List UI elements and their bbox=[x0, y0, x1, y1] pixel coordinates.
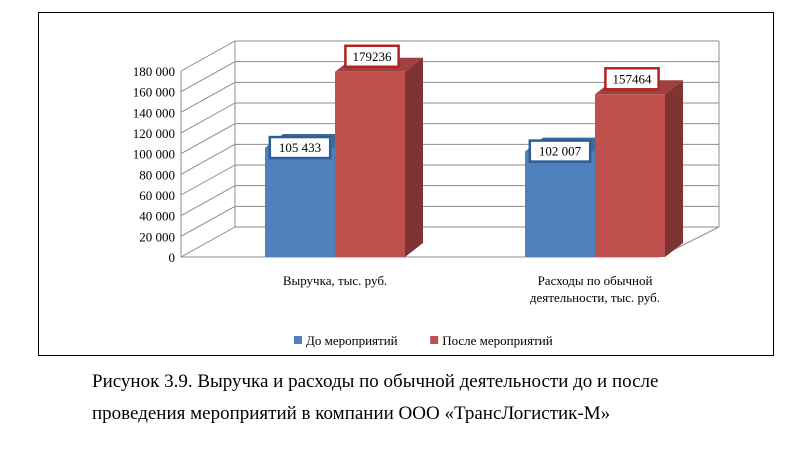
y-tick-label: 20 000 bbox=[139, 229, 175, 244]
figure-caption: Рисунок 3.9. Выручка и расходы по обычно… bbox=[92, 366, 782, 430]
bar-chart: 0 20 000 40 000 60 000 80 000 100 000 120 000 1… bbox=[133, 40, 720, 348]
bar bbox=[335, 71, 405, 258]
gridline-diagonal bbox=[180, 123, 236, 155]
bar-side bbox=[405, 57, 423, 258]
gridline-diagonal bbox=[180, 164, 236, 196]
y-tick-label: 80 000 bbox=[139, 167, 175, 182]
gridline-diagonal bbox=[180, 61, 236, 93]
gridline-diagonal bbox=[180, 40, 236, 72]
bar-side bbox=[665, 80, 683, 257]
bar bbox=[525, 151, 595, 257]
legend-swatch bbox=[430, 336, 439, 344]
data-label: 179236 bbox=[353, 49, 393, 64]
y-tick-label: 100 000 bbox=[133, 147, 175, 162]
y-tick-label: 0 bbox=[169, 250, 176, 265]
caption-line-2: проведения мероприятий в компании ООО «Т… bbox=[92, 403, 611, 424]
y-tick-label: 120 000 bbox=[133, 126, 175, 141]
gridline-diagonal bbox=[180, 81, 236, 113]
data-label-box bbox=[344, 44, 400, 69]
caption-line-1: Рисунок 3.9. Выручка и расходы по обычно… bbox=[92, 371, 659, 392]
data-label: 102 007 bbox=[539, 144, 582, 159]
bar bbox=[595, 94, 665, 257]
y-tick-label: 180 000 bbox=[133, 64, 175, 79]
legend-swatch bbox=[294, 336, 302, 344]
gridline-diagonal bbox=[180, 102, 236, 134]
data-label: 105 433 bbox=[279, 140, 321, 155]
gridline-diagonal bbox=[180, 205, 236, 237]
y-tick-label: 40 000 bbox=[139, 209, 175, 224]
gridline-diagonal bbox=[180, 226, 236, 258]
data-label-box bbox=[268, 135, 332, 160]
gridline-diagonal bbox=[180, 185, 236, 217]
data-label: 157464 bbox=[613, 71, 653, 86]
chart-frame: 0 20 000 40 000 60 000 80 000 100 000 120 000 1… bbox=[38, 12, 774, 356]
y-tick-label: 140 000 bbox=[133, 105, 175, 120]
legend-label: После мероприятий bbox=[442, 333, 553, 348]
x-tick-label: Выручка, тыс. руб. bbox=[283, 273, 387, 288]
x-tick-label: Расходы по обычной bbox=[538, 273, 653, 288]
legend-label: До мероприятий bbox=[306, 333, 398, 348]
data-label-box bbox=[528, 139, 592, 163]
y-tick-label: 60 000 bbox=[139, 188, 175, 203]
x-tick-label: деятельности, тыс. руб. bbox=[530, 290, 660, 305]
bar bbox=[265, 148, 335, 257]
data-label-box bbox=[604, 67, 660, 91]
y-tick-label: 160 000 bbox=[133, 85, 175, 100]
gridline-diagonal bbox=[180, 143, 236, 175]
